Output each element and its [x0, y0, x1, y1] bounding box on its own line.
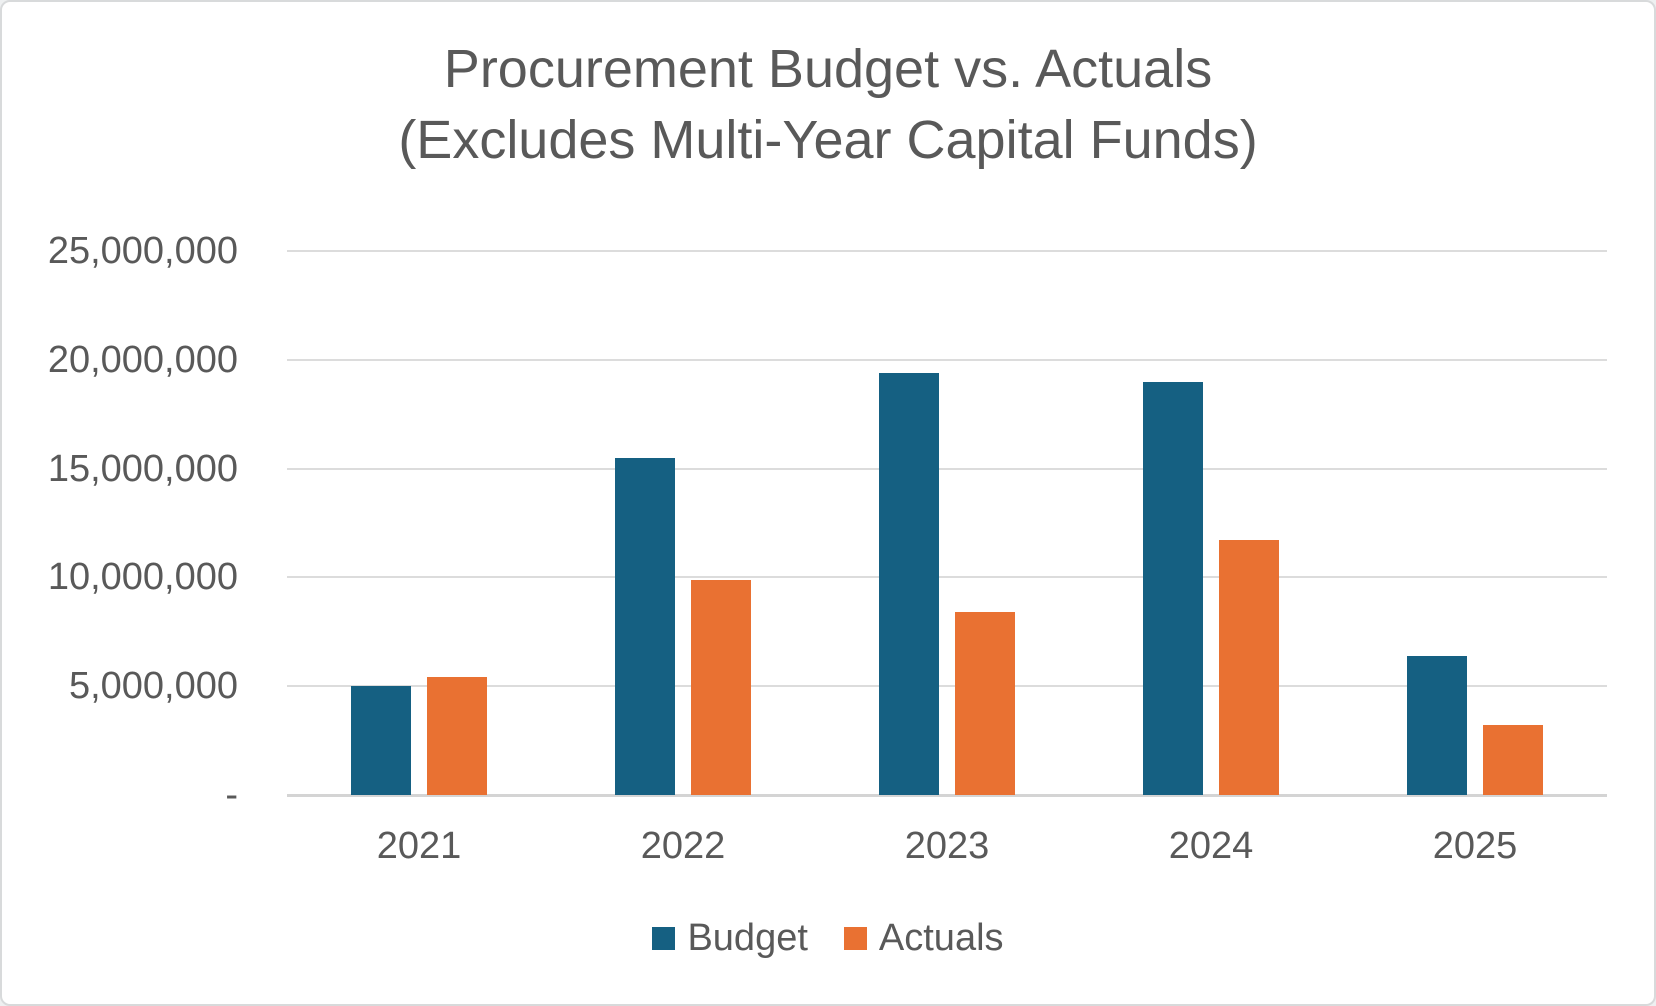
- bar-actuals-2023: [955, 612, 1015, 795]
- bar-budget-2025: [1407, 656, 1467, 795]
- gridline: [287, 685, 1607, 687]
- legend: Budget Actuals: [2, 914, 1654, 962]
- legend-label-actuals: Actuals: [878, 917, 1004, 959]
- bar-budget-2022: [615, 458, 675, 795]
- y-tick-label: 25,000,000: [47, 230, 238, 272]
- bar-actuals-2025: [1483, 725, 1543, 795]
- bar-actuals-2021: [427, 677, 487, 795]
- x-tick-label-2022: 2022: [640, 825, 726, 867]
- x-tick-label-2024: 2024: [1168, 825, 1254, 867]
- legend-item-budget: Budget: [652, 916, 808, 960]
- gridline: [287, 468, 1607, 470]
- y-tick-label: -: [225, 774, 238, 816]
- gridline: [287, 250, 1607, 252]
- y-tick-label: 5,000,000: [68, 665, 238, 707]
- y-tick-label: 15,000,000: [47, 448, 238, 490]
- legend-label-budget: Budget: [687, 917, 808, 959]
- bar-budget-2023: [879, 373, 939, 795]
- y-tick-label: 20,000,000: [47, 339, 238, 381]
- gridline: [287, 359, 1607, 361]
- gridline: [287, 576, 1607, 578]
- bar-actuals-2022: [691, 580, 751, 795]
- bar-actuals-2024: [1219, 540, 1279, 795]
- bar-budget-2021: [351, 686, 411, 795]
- x-tick-label-2021: 2021: [376, 825, 462, 867]
- x-tick-label-2025: 2025: [1432, 825, 1518, 867]
- legend-swatch-budget: [652, 926, 676, 950]
- y-tick-label: 10,000,000: [47, 556, 238, 598]
- chart-title-line2: (Excludes Multi-Year Capital Funds): [398, 110, 1258, 170]
- x-tick-label-2023: 2023: [904, 825, 990, 867]
- legend-item-actuals: Actuals: [843, 916, 1004, 960]
- legend-swatch-actuals: [843, 926, 867, 950]
- chart-title: Procurement Budget vs. Actuals (Excludes…: [2, 34, 1654, 176]
- x-axis-line: [287, 794, 1607, 797]
- chart-title-line1: Procurement Budget vs. Actuals: [443, 39, 1213, 99]
- bar-budget-2024: [1143, 382, 1203, 795]
